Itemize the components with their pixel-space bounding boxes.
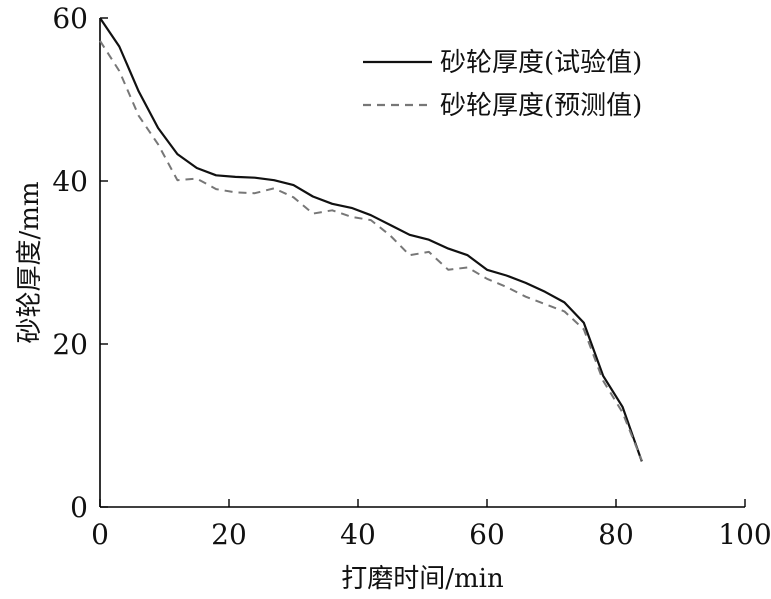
y-tick-label: 20	[52, 328, 88, 361]
x-tick-label: 100	[718, 518, 771, 551]
y-ticks: 0 20 40 60	[52, 2, 108, 524]
series-line-predicted	[99, 40, 643, 461]
y-axis-title: 砂轮厚度/mm	[15, 181, 45, 343]
axes	[99, 18, 745, 508]
y-tick-label: 0	[70, 491, 88, 524]
x-tick-label: 20	[211, 518, 247, 551]
x-tick-label: 40	[340, 518, 376, 551]
series-layer	[99, 17, 643, 462]
series-line-measured	[99, 17, 643, 462]
y-tick-label: 40	[52, 165, 88, 198]
legend-label-measured: 砂轮厚度(试验值)	[440, 48, 642, 78]
legend-label-predicted: 砂轮厚度(预测值)	[440, 91, 642, 121]
x-axis-title: 打磨时间/min	[341, 564, 504, 594]
y-tick-label: 60	[52, 2, 88, 35]
legend: 砂轮厚度(试验值) 砂轮厚度(预测值)	[363, 48, 642, 121]
x-ticks: 0 20 40 60 80 100	[91, 499, 771, 551]
x-tick-label: 0	[91, 518, 109, 551]
x-tick-label: 80	[598, 518, 634, 551]
x-tick-label: 60	[469, 518, 505, 551]
